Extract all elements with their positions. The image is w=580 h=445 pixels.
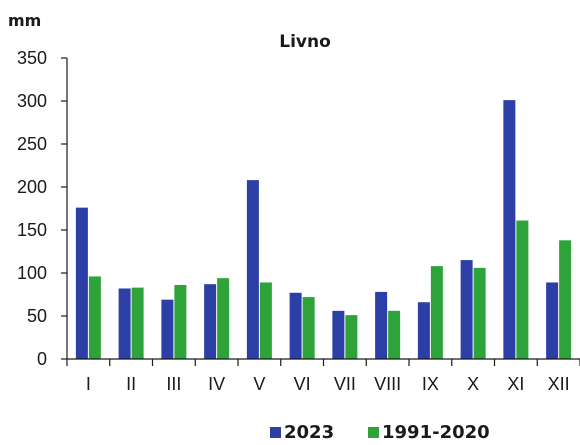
y-tick-label: 200 — [17, 177, 47, 197]
x-tick-label-X: X — [467, 374, 479, 394]
bar-1991-2020-VII — [345, 315, 358, 359]
bar-1991-2020-III — [174, 285, 187, 359]
legend-label-1991-2020: 1991-2020 — [382, 422, 490, 443]
legend-swatch-2023 — [270, 427, 281, 438]
x-tick-label-IX: IX — [422, 374, 439, 394]
x-tick-label-I: I — [86, 374, 91, 394]
x-tick-label-V: V — [253, 374, 265, 394]
bar-2023-IX — [417, 302, 430, 359]
bar-2023-IV — [204, 284, 217, 359]
y-tick-label: 50 — [27, 306, 47, 326]
x-tick-label-IV: IV — [208, 374, 225, 394]
bar-1991-2020-X — [473, 267, 486, 359]
bar-1991-2020-IX — [430, 266, 443, 359]
bar-1991-2020-II — [131, 287, 144, 359]
y-tick-label: 350 — [17, 48, 47, 68]
bar-2023-II — [118, 288, 131, 359]
bar-2023-X — [460, 260, 473, 359]
x-tick-label-VIII: VIII — [374, 374, 401, 394]
bar-2023-V — [246, 180, 259, 359]
bar-2023-XII — [546, 282, 559, 359]
x-tick-label-III: III — [166, 374, 181, 394]
y-tick-label: 250 — [17, 134, 47, 154]
x-tick-label-XII: XII — [548, 374, 570, 394]
x-tick-label-XI: XI — [507, 374, 524, 394]
bar-2023-XI — [503, 100, 516, 359]
x-tick-label-VI: VI — [294, 374, 311, 394]
bar-1991-2020-I — [88, 276, 101, 359]
bar-2023-III — [161, 299, 174, 359]
y-tick-label: 0 — [37, 349, 47, 369]
bar-2023-VIII — [375, 291, 388, 359]
legend-label-2023: 2023 — [284, 422, 334, 443]
chart-title: Livno — [279, 32, 331, 52]
bar-2023-I — [75, 207, 88, 359]
bar-1991-2020-VI — [302, 297, 315, 359]
legend: 2023 1991-2020 — [270, 422, 490, 443]
x-tick-label-VII: VII — [334, 374, 356, 394]
x-tick-label-II: II — [126, 374, 136, 394]
bar-1991-2020-XI — [516, 220, 529, 359]
legend-swatch-1991-2020 — [368, 427, 379, 438]
bar-1991-2020-V — [259, 282, 272, 359]
bar-2023-VI — [289, 292, 302, 359]
y-tick-label: 150 — [17, 220, 47, 240]
y-tick-label: 300 — [17, 91, 47, 111]
bar-1991-2020-VIII — [388, 310, 401, 359]
bar-2023-VII — [332, 310, 345, 359]
y-axis-unit-label: mm — [8, 11, 41, 30]
bar-1991-2020-XII — [559, 240, 572, 359]
y-tick-label: 100 — [17, 263, 47, 283]
bar-1991-2020-IV — [217, 278, 230, 359]
